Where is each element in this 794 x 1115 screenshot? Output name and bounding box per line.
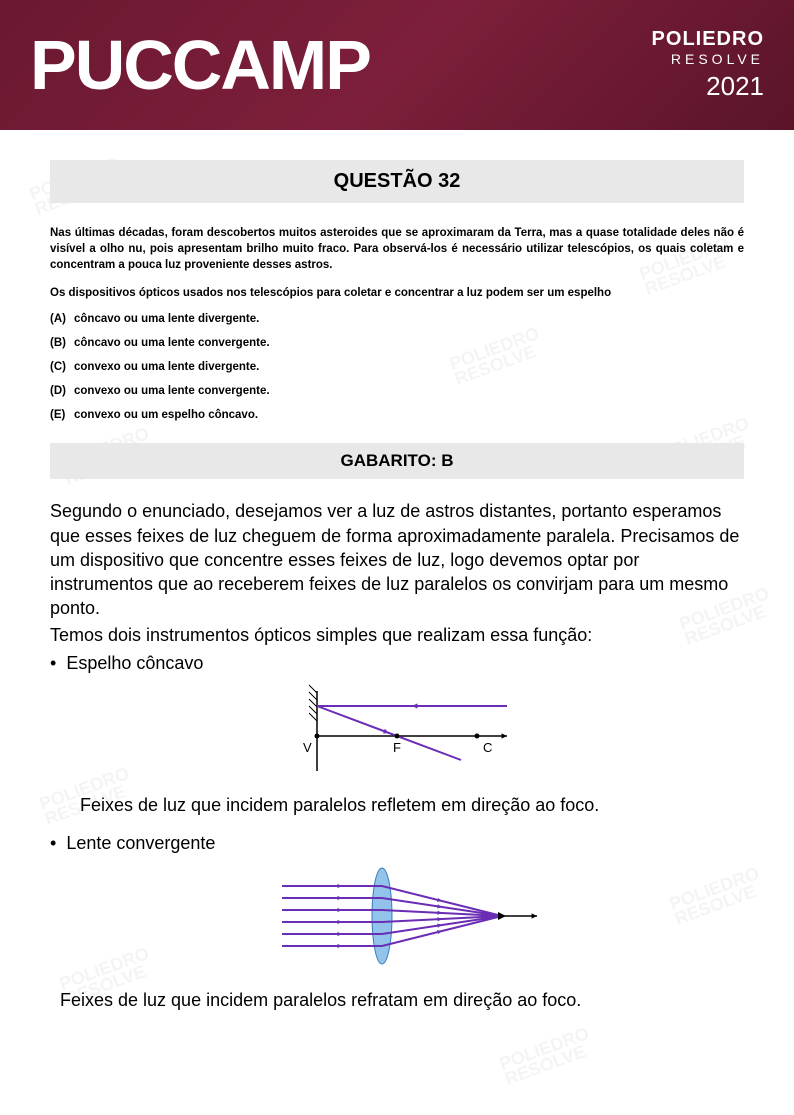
page-header: PUCCAMP POLIEDRO RESOLVE 2021	[0, 0, 794, 130]
caption-lens: Feixes de luz que incidem paralelos refr…	[60, 988, 744, 1012]
diagram-converging-lens	[50, 861, 744, 977]
brand-name: POLIEDRO	[652, 28, 764, 51]
bullet-lens: • Lente convergente	[50, 831, 744, 855]
question-stem: Os dispositivos ópticos usados nos teles…	[50, 287, 744, 299]
diagram-concave-mirror: VFC	[50, 681, 744, 782]
option-d: (D)convexo ou uma lente convergente.	[50, 385, 744, 397]
brand-year: 2021	[652, 71, 764, 102]
caption-mirror: Feixes de luz que incidem paralelos refl…	[80, 793, 744, 817]
explanation: Segundo o enunciado, desejamos ver a luz…	[50, 499, 744, 1012]
explanation-p1: Segundo o enunciado, desejamos ver a luz…	[50, 499, 744, 620]
svg-text:F: F	[393, 740, 401, 755]
svg-text:C: C	[483, 740, 492, 755]
answer-key-title: GABARITO: B	[50, 443, 744, 479]
option-e: (E)convexo ou um espelho côncavo.	[50, 409, 744, 421]
option-c: (C)convexo ou uma lente divergente.	[50, 361, 744, 373]
svg-text:V: V	[303, 740, 312, 755]
options-list: (A)côncavo ou uma lente divergente. (B)c…	[50, 313, 744, 421]
university-logo: PUCCAMP	[30, 25, 370, 105]
page-content: QUESTÃO 32 Nas últimas décadas, foram de…	[0, 130, 794, 1046]
bullet-mirror: • Espelho côncavo	[50, 651, 744, 675]
brand-block: POLIEDRO RESOLVE 2021	[652, 28, 764, 102]
explanation-p2: Temos dois instrumentos ópticos simples …	[50, 623, 744, 647]
question-paragraph: Nas últimas décadas, foram descobertos m…	[50, 225, 744, 273]
option-b: (B)côncavo ou uma lente convergente.	[50, 337, 744, 349]
brand-subtitle: RESOLVE	[652, 51, 764, 67]
option-a: (A)côncavo ou uma lente divergente.	[50, 313, 744, 325]
question-title: QUESTÃO 32	[50, 160, 744, 203]
